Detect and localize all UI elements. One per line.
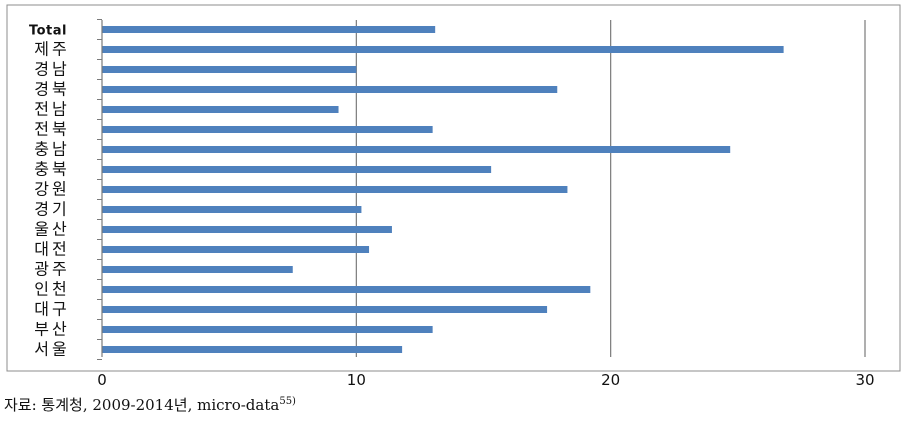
- source-text: 자료: 통계청, 2009-2014년, micro-data: [4, 396, 280, 414]
- bar-14: [102, 306, 548, 313]
- category-label-13: 인천: [34, 280, 69, 299]
- category-label-3: 경북: [34, 80, 69, 99]
- x-tick-label-30: 30: [855, 371, 874, 389]
- bar-4: [102, 106, 339, 113]
- category-label-15: 부산: [34, 320, 69, 339]
- bar-13: [102, 286, 591, 293]
- x-axis-tick-labels: 0 10 20 30: [97, 371, 874, 389]
- y-axis: [97, 19, 103, 360]
- category-label-14: 대구: [34, 300, 69, 319]
- category-label-10: 울산: [34, 220, 69, 239]
- category-label-2: 경남: [34, 60, 69, 79]
- category-label-9: 경기: [34, 200, 69, 219]
- category-label-0: Total: [29, 24, 67, 39]
- category-label-8: 강원: [34, 180, 69, 199]
- bar-0: [102, 26, 436, 33]
- bar-series: [102, 26, 784, 353]
- category-label-7: 충북: [34, 160, 69, 179]
- x-tick-label-20: 20: [601, 371, 620, 389]
- bar-8: [102, 186, 568, 193]
- bar-10: [102, 226, 392, 233]
- bar-16: [102, 346, 403, 353]
- bar-5: [102, 126, 433, 133]
- category-label-5: 전북: [34, 120, 69, 139]
- bar-2: [102, 66, 357, 73]
- bar-6: [102, 146, 731, 153]
- category-label-11: 대전: [34, 240, 69, 259]
- category-label-12: 광주: [34, 260, 69, 279]
- bar-3: [102, 86, 558, 93]
- category-label-4: 전남: [34, 100, 69, 119]
- source-note: 자료: 통계청, 2009-2014년, micro-data55): [4, 394, 296, 415]
- x-tick-label-10: 10: [347, 371, 366, 389]
- bar-9: [102, 206, 362, 213]
- category-label-6: 충남: [34, 140, 69, 159]
- category-label-1: 제주: [34, 40, 69, 59]
- bar-12: [102, 266, 293, 273]
- source-footnote-marker: 55): [279, 396, 296, 407]
- bar-11: [102, 246, 370, 253]
- x-tick-label-0: 0: [97, 371, 107, 389]
- bar-7: [102, 166, 492, 173]
- bar-1: [102, 46, 784, 53]
- category-label-16: 서울: [34, 340, 69, 359]
- bar-15: [102, 326, 433, 333]
